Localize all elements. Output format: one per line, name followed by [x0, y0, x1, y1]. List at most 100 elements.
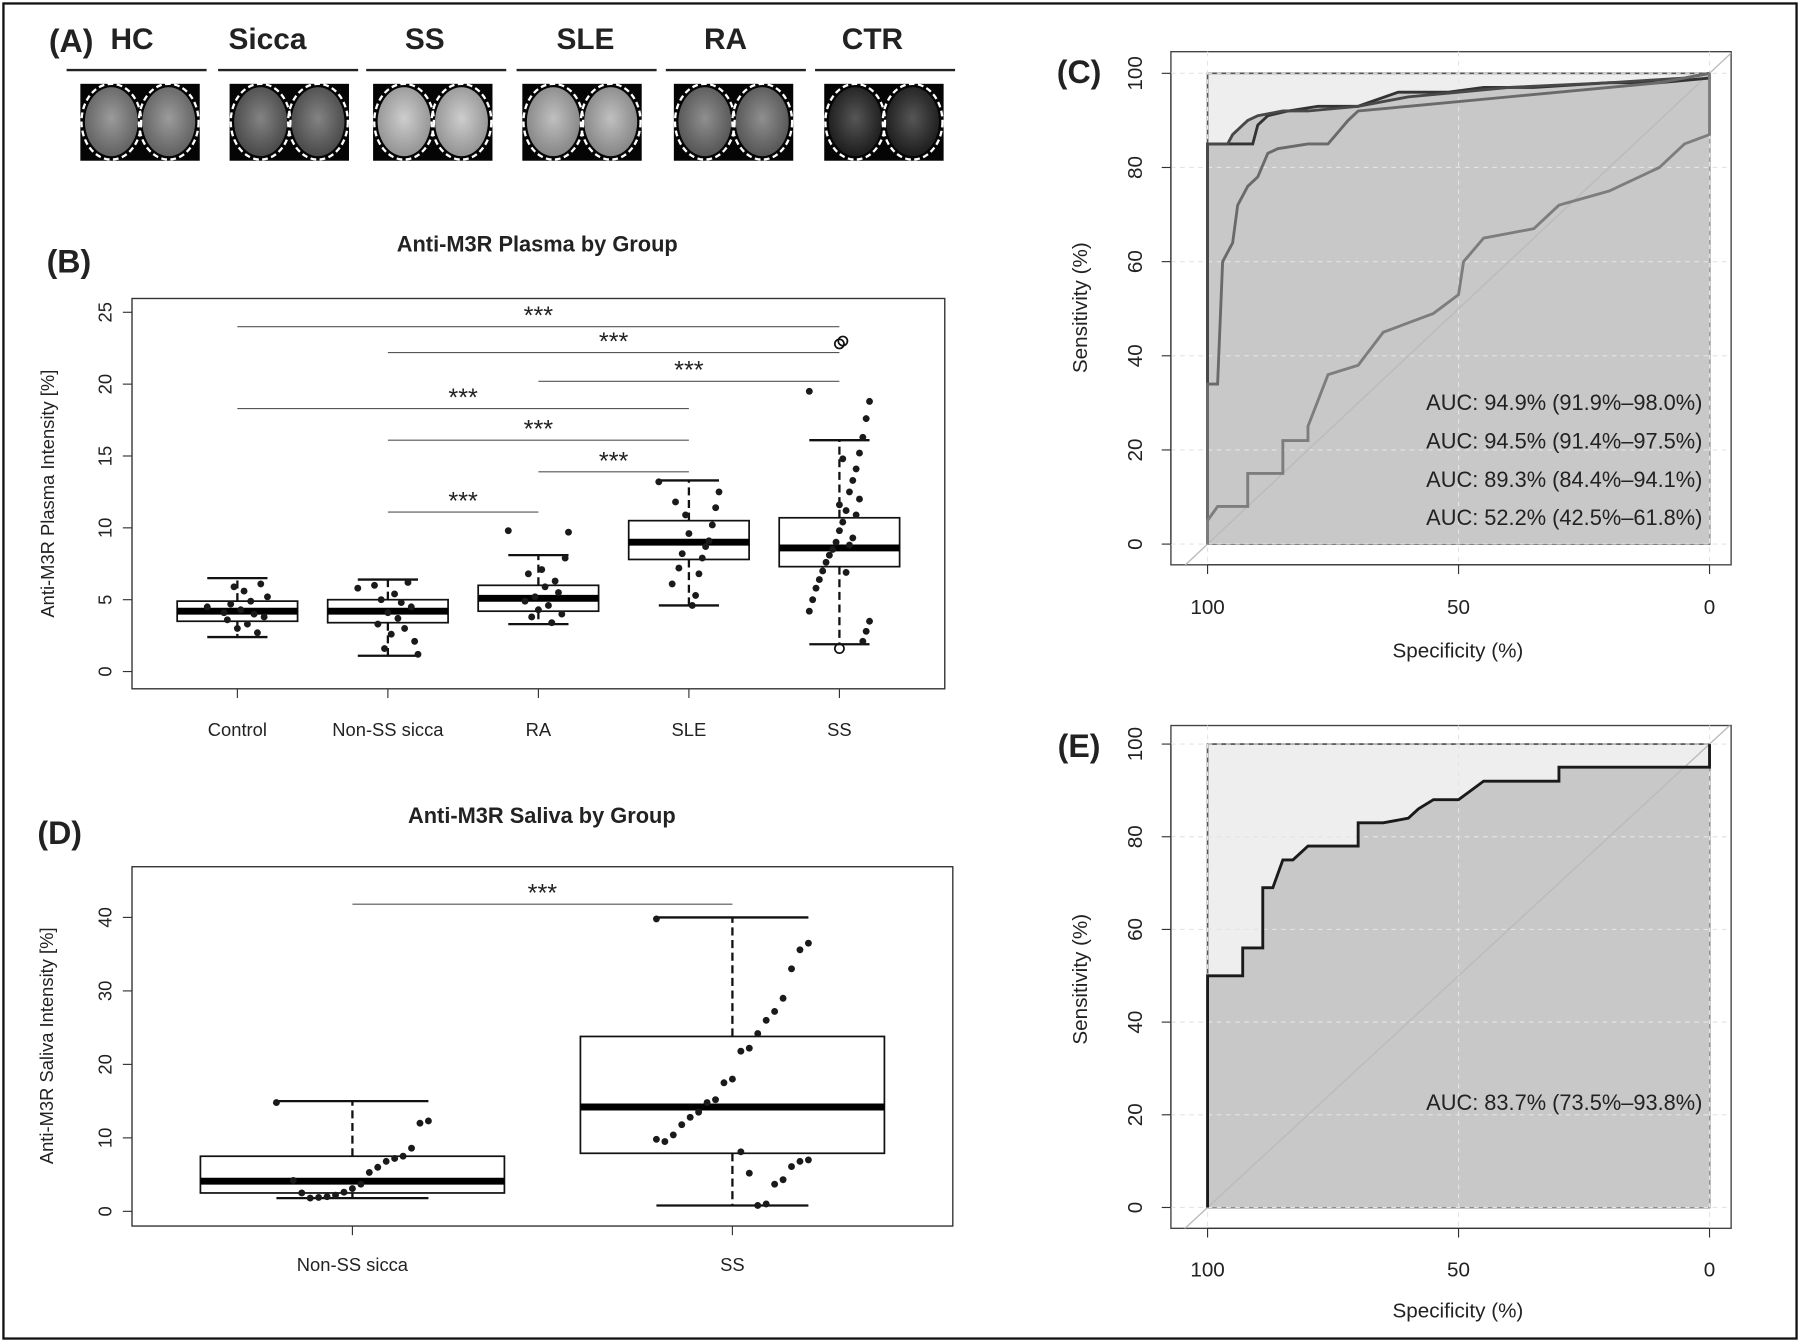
- data-point: [524, 570, 532, 578]
- data-point: [340, 1188, 348, 1196]
- x-tick-label: 100: [1190, 596, 1224, 619]
- data-point: [842, 568, 850, 576]
- well-outline: [229, 82, 292, 161]
- data-point: [849, 534, 857, 542]
- data-point: [862, 627, 870, 635]
- data-point: [240, 587, 248, 595]
- data-point: [715, 488, 723, 496]
- data-point: [558, 610, 566, 618]
- data-point: [652, 915, 660, 923]
- y-tick-label: 25: [95, 302, 116, 322]
- data-point: [825, 551, 833, 559]
- group-label: Sicca: [228, 23, 306, 56]
- data-point: [678, 1121, 686, 1129]
- data-point: [702, 543, 710, 550]
- data-point: [243, 620, 251, 628]
- well-outline: [673, 82, 736, 161]
- data-point: [384, 609, 392, 617]
- data-point: [381, 645, 388, 652]
- significance-label: ***: [528, 880, 558, 908]
- significance-label: ***: [524, 416, 554, 444]
- data-point: [839, 518, 847, 526]
- legend-label: AUC: 94.5% (91.4%–97.5%): [1426, 428, 1702, 453]
- y-tick-label: 10: [95, 1128, 116, 1148]
- x-tick-label: RA: [526, 719, 552, 740]
- y-tick-label: 20: [1124, 438, 1147, 461]
- outlier: [833, 338, 845, 350]
- data-point: [866, 397, 873, 405]
- data-point: [223, 616, 231, 624]
- data-point: [397, 599, 405, 607]
- data-point: [708, 521, 716, 529]
- well-shade: [735, 87, 789, 157]
- data-point: [382, 1157, 390, 1165]
- chart: AUC: 83.7% (73.5%–93.8%) 0 20 40 60 80 100 100 5…: [1058, 724, 1732, 1323]
- data-point: [227, 600, 235, 608]
- significance-label: ***: [599, 447, 629, 475]
- group-label: SLE: [556, 23, 614, 56]
- data-point: [408, 1144, 415, 1152]
- significance-label: ***: [674, 357, 704, 385]
- x-tick-label: 0: [1704, 1258, 1716, 1281]
- well-outline: [731, 82, 794, 161]
- data-point: [399, 1152, 407, 1160]
- data-point: [796, 1157, 804, 1165]
- panel-label: (B): [47, 244, 92, 280]
- data-point: [414, 650, 422, 658]
- y-tick-label: 100: [1124, 56, 1147, 90]
- data-point: [416, 1119, 424, 1127]
- data-point: [720, 1079, 728, 1087]
- y-tick-label: 30: [95, 981, 116, 1001]
- data-point: [306, 1194, 314, 1202]
- data-point: [652, 1135, 660, 1143]
- panel-label: (D): [37, 815, 82, 851]
- panel-label: (C): [1057, 54, 1102, 90]
- data-point: [754, 1202, 762, 1209]
- data-point: [253, 629, 261, 637]
- data-point: [374, 1163, 382, 1171]
- significance-label: ***: [448, 488, 478, 516]
- y-tick-label: 5: [95, 595, 116, 605]
- well-shade: [678, 87, 732, 157]
- well-shade: [142, 87, 196, 157]
- data-point: [762, 1200, 770, 1208]
- data-point: [859, 637, 867, 645]
- data-point: [672, 498, 679, 506]
- outlier: [837, 335, 849, 347]
- data-point: [565, 528, 572, 536]
- y-tick-label: 40: [95, 907, 116, 927]
- well-shade: [526, 87, 580, 157]
- data-point: [298, 1189, 306, 1197]
- data-point: [411, 637, 419, 645]
- data-point: [404, 579, 412, 586]
- roc-curve: [1206, 71, 1710, 545]
- data-point: [805, 607, 813, 615]
- data-point: [323, 1193, 331, 1201]
- y-tick-label: 0: [95, 1206, 116, 1216]
- data-point: [762, 1016, 770, 1024]
- diagonal: [1184, 52, 1732, 565]
- data-point: [257, 580, 265, 588]
- data-point: [315, 1193, 323, 1201]
- data-point: [688, 601, 696, 609]
- x-axis-label: Specificity (%): [1392, 1300, 1523, 1323]
- group-label: SS: [405, 23, 445, 56]
- data-point: [230, 583, 238, 591]
- data-point: [260, 613, 268, 621]
- well-images: HC Sicca SS SLE RA CTR: [66, 23, 956, 161]
- y-axis-label: Sensitivity (%): [1069, 242, 1092, 373]
- well-outline: [522, 82, 585, 161]
- data-point: [528, 613, 536, 621]
- diagonal: [1183, 725, 1731, 1229]
- significance-label: ***: [599, 328, 629, 356]
- plot-frame: [131, 297, 946, 690]
- well-shade: [234, 87, 287, 157]
- data-point: [548, 619, 556, 627]
- data-point: [371, 581, 378, 589]
- data-point: [835, 527, 843, 535]
- data-point: [686, 1113, 694, 1121]
- y-axis-label: Anti-M3R Plasma Intensity [%]: [37, 370, 58, 618]
- x-tick-label: Non-SS sicca: [332, 719, 444, 740]
